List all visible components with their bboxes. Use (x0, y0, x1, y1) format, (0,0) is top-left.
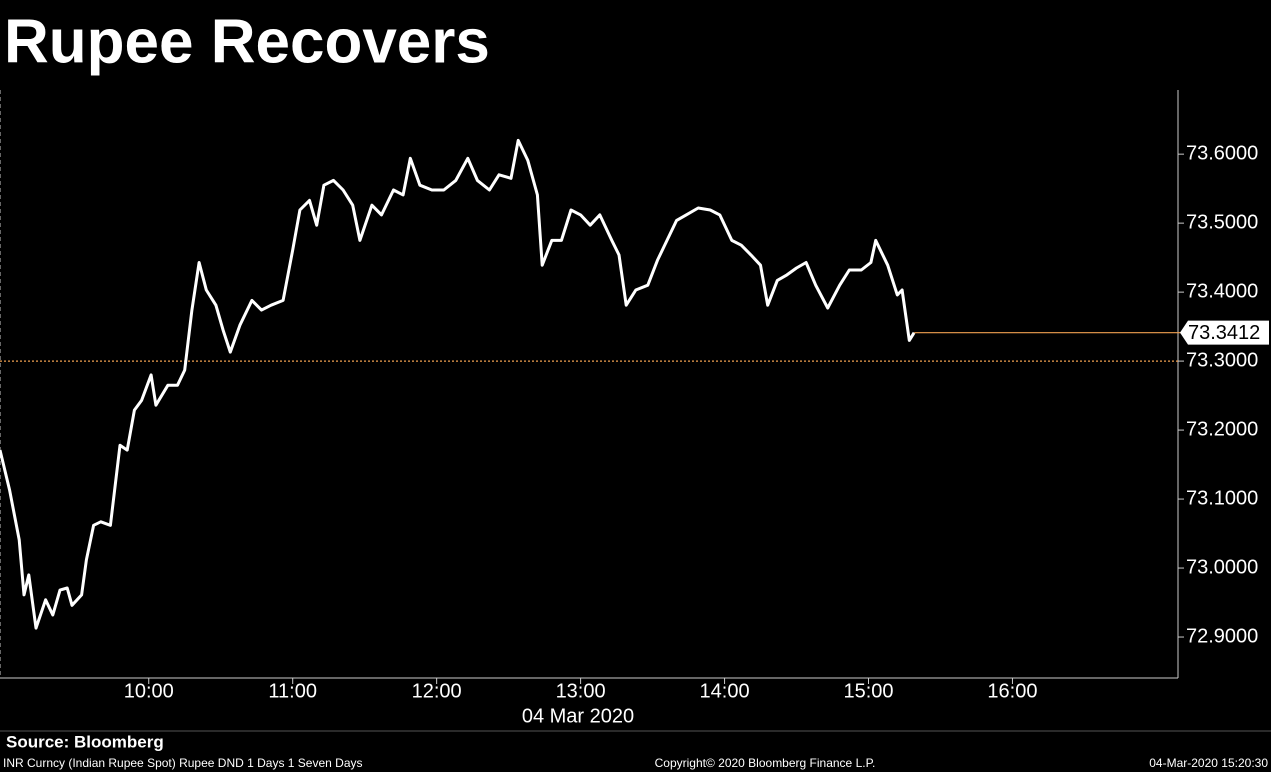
x-tick-label: 14:00 (700, 680, 750, 702)
x-tick-label: 10:00 (124, 680, 174, 702)
y-tick-label: 73.3000 (1186, 349, 1258, 371)
footer-right: 04-Mar-2020 15:20:30 (1149, 756, 1268, 770)
y-tick-label: 73.0000 (1186, 556, 1258, 578)
last-value-box (1180, 320, 1269, 345)
line (0, 138, 916, 630)
y-tick-label: 73.6000 (1186, 142, 1258, 164)
footer-left: INR Curncy (Indian Rupee Spot) Rupee DND… (3, 756, 363, 770)
x-axis-label: 04 Mar 2020 (522, 705, 634, 727)
y-tick-label: 73.2000 (1186, 418, 1258, 440)
source: Source: Bloomberg (6, 732, 164, 751)
x-tick-label: 16:00 (987, 680, 1037, 702)
x-tick-label: 13:00 (556, 680, 606, 702)
y-tick-label: 73.1000 (1186, 487, 1258, 509)
x-tick-label: 11:00 (268, 680, 317, 702)
y-tick-label: 73.5000 (1186, 211, 1258, 233)
x-tick-label: 15:00 (843, 680, 893, 702)
x-tick-label: 12:00 (412, 680, 462, 702)
y-tick-label: 73.4000 (1186, 280, 1258, 302)
last-value-label: 73.3412 (1188, 322, 1260, 344)
chart-title: Rupee Recovers (4, 7, 490, 76)
y-tick-label: 72.9000 (1186, 625, 1258, 647)
footer-center: Copyright© 2020 Bloomberg Finance L.P. (655, 756, 876, 770)
